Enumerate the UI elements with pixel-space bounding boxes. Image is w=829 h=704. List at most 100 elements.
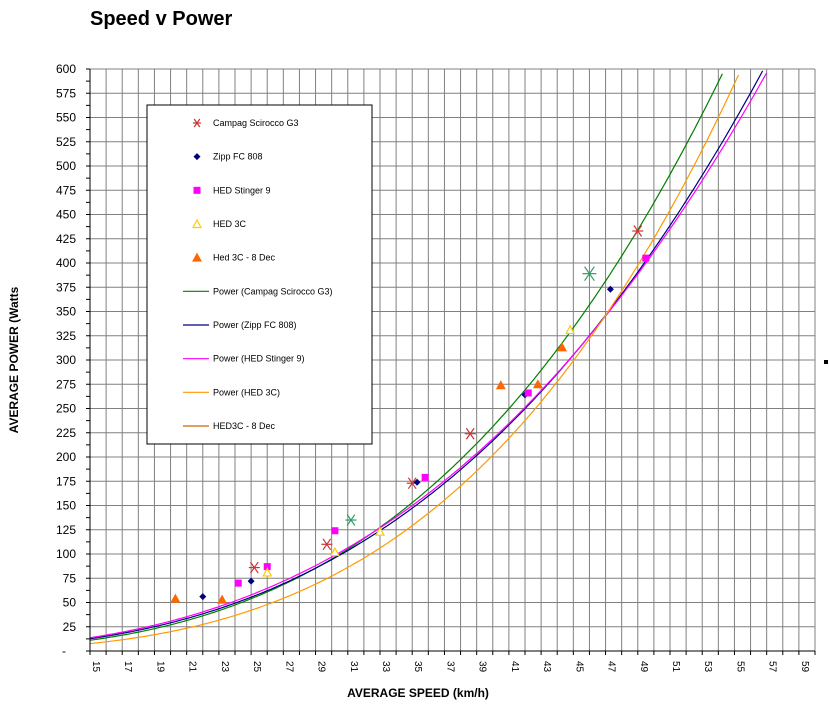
triangle-shape [375,526,385,536]
x-tick-label: 37 [444,661,455,673]
x-tick-label: 29 [316,661,327,673]
triangle-shape [262,567,273,577]
diamond-shape [413,478,421,486]
triangle-shape [192,218,202,229]
x-axis-label: AVERAGE SPEED (km/h) [347,686,489,700]
x-tick-label: 53 [702,661,713,673]
data-point [464,427,476,440]
data-point [247,577,255,585]
legend-marker [193,153,201,161]
x-tick-label: 47 [606,661,617,673]
y-tick-label: 150 [56,499,76,513]
triangle-shape [329,546,340,557]
y-tick-label: 200 [56,450,76,464]
y-tick-label: 350 [56,305,76,319]
data-point [321,538,333,551]
x-tick-label: 17 [122,661,133,673]
y-tick-label: 375 [56,280,76,294]
y-tick-label: 175 [56,474,76,488]
data-point [263,563,271,571]
y-tick-label: 75 [63,571,77,585]
x-tick-label: 25 [251,661,262,673]
y-tick-label: 275 [56,377,76,391]
data-point [532,379,543,389]
data-point [199,593,207,601]
star-stroke [322,538,332,551]
trendline-curve [89,72,768,639]
trendline-curve [89,74,740,645]
square-shape [193,186,201,194]
y-tick-label: 450 [56,208,76,222]
square-shape [331,527,339,535]
data-point [170,593,181,603]
y-tick-label: 25 [63,620,77,634]
data-point [495,380,506,390]
x-tick-label: 41 [509,661,520,673]
data-points [170,225,650,604]
legend-label: HED Stinger 9 [213,185,271,195]
data-point [642,254,650,262]
y-tick-label: - [62,644,66,658]
y-tick-label: 225 [56,426,76,440]
data-point [217,594,228,604]
y-tick-label: 325 [56,329,76,343]
star-stroke [249,561,259,574]
star-stroke [193,118,201,128]
trendline-curve [89,73,723,641]
legend-marker [192,218,202,229]
y-tick-label: 575 [56,86,76,100]
x-tick-label: 51 [670,661,681,673]
star-stroke [346,514,356,526]
data-point [331,527,339,535]
data-point [248,561,260,574]
square-shape [421,473,429,481]
triangle-shape [557,342,568,352]
legend-marker [193,186,201,194]
data-point [413,478,421,486]
legend-label: Hed 3C - 8 Dec [213,253,276,263]
diamond-shape [606,285,614,293]
star-stroke [584,266,595,282]
trendline-curve [89,70,764,640]
x-tick-label: 57 [767,661,778,673]
axes [86,68,816,655]
triangle-shape [192,252,202,262]
star-stroke [407,477,417,490]
y-tick-label: 50 [63,596,77,610]
y-tick-label: 475 [56,183,76,197]
data-point [329,546,340,557]
y-tick-label: 125 [56,523,76,537]
diamond-shape [193,153,201,161]
data-point [375,526,385,536]
data-point [421,473,429,481]
star-stroke [633,225,643,237]
triangle-shape [565,324,576,335]
triangle-shape [532,379,543,389]
data-point [582,266,597,282]
trendlines [89,70,768,645]
legend-label: Power (Zipp FC 808) [213,320,297,330]
legend-label: Power (Campag Scirocco G3) [213,286,333,296]
legend-marker [193,118,201,128]
x-tick-label: 21 [187,661,198,673]
legend-label: HED 3C [213,219,247,229]
data-point [632,225,644,237]
y-tick-label: 525 [56,135,76,149]
x-tick-label: 55 [734,661,745,673]
square-shape [234,579,242,587]
x-tick-label: 27 [283,661,294,673]
x-tick-label: 35 [412,661,423,673]
triangle-shape [495,380,506,390]
y-axis-label: AVERAGE POWER (Watts [7,286,21,433]
x-tick-label: 19 [154,661,165,673]
data-point [557,342,568,352]
data-point [524,389,532,397]
y-tick-label: 250 [56,402,76,416]
x-tick-label: 33 [380,661,391,673]
stray-marker [824,360,828,364]
y-tick-label: 550 [56,111,76,125]
data-point [606,285,614,293]
y-tick-label: 500 [56,159,76,173]
square-shape [524,389,532,397]
x-tick-label: 39 [477,661,488,673]
